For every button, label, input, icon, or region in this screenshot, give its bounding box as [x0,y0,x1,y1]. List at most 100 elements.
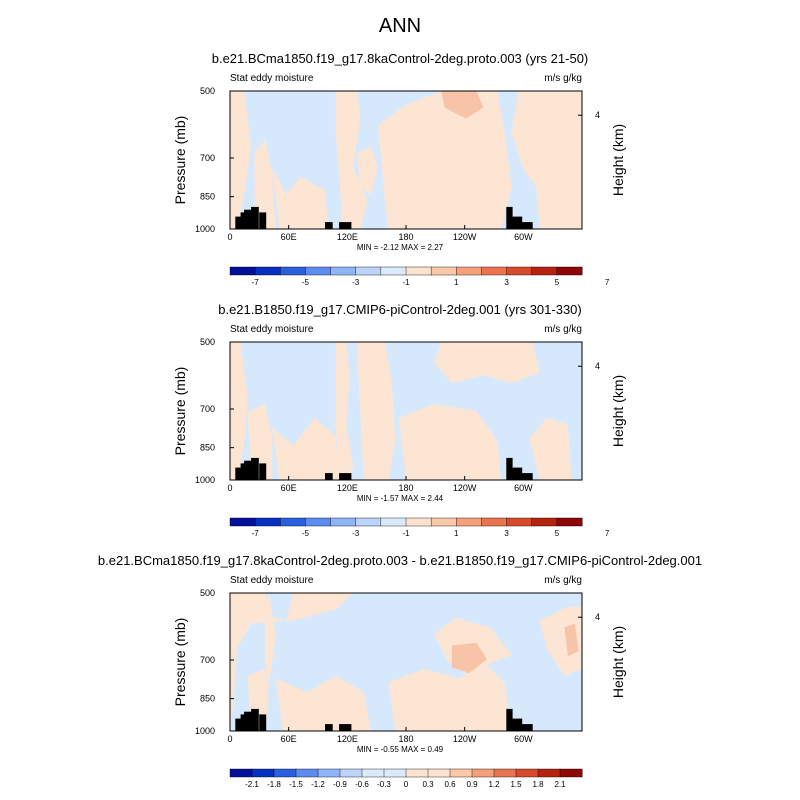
colorbar-label: -1.5 [289,780,303,789]
min-max-stats: MIN = -2.12 MAX = 2.27 [357,243,444,252]
contour-fills [230,593,582,731]
topography-block [235,216,246,229]
positive-fill-region [230,91,252,229]
colorbar-swatch [430,266,457,276]
colorbar-swatch [493,768,517,778]
positive-fill-region [275,675,371,731]
topography-block [235,718,246,731]
colorbar-label: 7 [605,278,610,287]
colorbar: -7 -5 -3 -1 1 3 5 7 [229,517,610,538]
colorbar-label: -1 [402,529,410,538]
colorbar-label: 3 [504,278,509,287]
colorbar-swatch [280,517,306,527]
colorbar-swatch [531,266,558,276]
colorbar-swatch [427,768,451,778]
variable-label: Stat eddy moisture [230,575,314,586]
colorbar-swatch [405,266,432,276]
positive-fill-region [434,342,540,384]
x-tick-label: 180 [398,232,413,242]
units-label: m/s g/kg [544,324,582,335]
colorbar-label: -3 [352,529,360,538]
positive-fill-region [335,342,354,480]
y-tick-label: 850 [200,192,215,202]
x-tick-label: 180 [398,483,413,493]
colorbar-label: 7 [605,529,610,538]
strong-positive-fill-region [451,642,487,673]
topography-block [235,467,246,480]
colorbar-swatch [383,768,407,778]
topography-block [339,222,352,229]
x-tick-label: 120W [453,483,477,493]
colorbar-swatch [559,768,583,778]
colorbar-swatch [295,768,319,778]
y-axis-label: Pressure (mb) [172,367,188,456]
colorbar-label: -1 [402,278,410,287]
topography-mask [235,708,533,731]
colorbar-label: -0.6 [355,780,369,789]
topography-block [518,222,533,229]
colorbar-swatch [254,266,281,276]
contour-fills [230,342,582,480]
colorbar-label: -2.1 [245,780,259,789]
y-tick-label: 1000 [195,224,215,234]
x-tick-label: 60W [514,734,533,744]
colorbar-label: -7 [252,529,260,538]
positive-fill-region [356,146,378,195]
colorbar-label: -0.3 [377,780,391,789]
colorbar-label: 0.6 [444,780,456,789]
x-tick-label: 0 [227,734,232,744]
x-tick-label: 0 [227,232,232,242]
strong-positive-fill-region [441,91,484,119]
colorbar-swatch [481,266,508,276]
colorbar-swatch [380,266,407,276]
topography-block [251,457,259,480]
positive-fill-region [230,593,354,731]
units-label: m/s g/kg [544,575,582,586]
positive-fill-region [529,417,572,480]
colorbar-swatch [471,768,495,778]
colorbar: -7 -5 -3 -1 1 3 5 7 [229,266,610,287]
y-tick-label: 700 [200,655,215,665]
positive-fill-region [265,593,276,690]
positive-fill-region [272,417,340,480]
positive-fill-region [399,404,501,480]
colorbar-swatch [481,517,508,527]
positive-fill-region [356,342,396,480]
units-label: m/s g/kg [544,73,582,84]
panel-title: b.e21.BCma1850.f19_g17.8kaControl-2deg.p… [212,51,589,66]
colorbar-label: 0 [404,780,409,789]
right-tick-label: 4 [595,110,600,120]
positive-fill-region [335,91,368,229]
topography-block [325,222,333,229]
colorbar-swatch [456,517,482,527]
x-tick-label: 120E [337,232,358,242]
topography-block [259,212,267,229]
colorbar-swatch [229,266,256,276]
colorbar-swatch [355,517,382,527]
colorbar-swatch [330,266,357,276]
colorbar-swatch [515,768,539,778]
x-tick-label: 60W [514,232,533,242]
topography-block [259,714,267,731]
colorbar-swatch [405,768,429,778]
colorbar-swatch [273,768,297,778]
colorbar-swatch [305,517,332,527]
y-tick-label: 500 [200,86,215,96]
y-axis-label: Pressure (mb) [172,116,188,205]
colorbar-label: -7 [252,278,260,287]
x-tick-label: 60E [281,483,297,493]
colorbar-label: 1 [454,529,459,538]
topography-block [518,473,533,480]
colorbar-swatch [361,768,385,778]
topography-block [244,460,253,480]
positive-fill-region [511,91,582,229]
chart-panel: b.e21.BCma1850.f19_g17.8kaControl-2deg.p… [98,553,702,789]
positive-fill-region [272,166,329,229]
colorbar-swatch [229,517,256,527]
colorbar-label: 2.1 [554,780,566,789]
x-tick-label: 0 [227,483,232,493]
positive-fill-region [388,662,512,731]
colorbar-swatch [456,266,482,276]
right-tick-label: 4 [595,612,600,622]
colorbar-label: 1.8 [532,780,544,789]
